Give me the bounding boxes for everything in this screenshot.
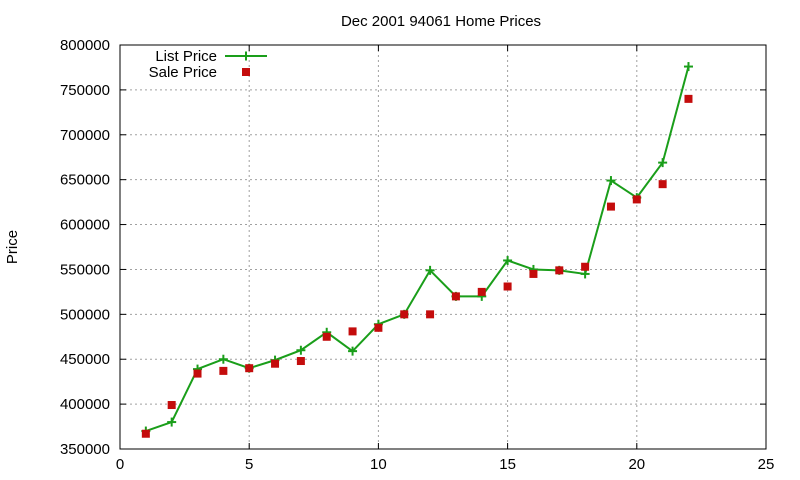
- y-tick-label: 750000: [60, 82, 110, 99]
- x-tick-label: 15: [499, 456, 516, 473]
- list-price-point: [606, 176, 616, 186]
- sale-price-point: [296, 357, 305, 366]
- series-layer: [141, 62, 693, 438]
- axis-ticks: 0 5 10 15 20 25 350000 400000 450000 500000 550000…: [60, 37, 774, 473]
- sale-price-point: [271, 359, 280, 368]
- sale-price-point: [322, 332, 331, 341]
- y-tick-label: 600000: [60, 217, 110, 234]
- sale-price-point: [167, 401, 176, 410]
- y-axis-label: Price: [4, 230, 21, 264]
- sale-price-point: [219, 366, 228, 375]
- plot-frame: [119, 44, 767, 450]
- sale-price-point: [658, 180, 667, 189]
- series-sale-price: [141, 94, 693, 438]
- y-tick-label: 550000: [60, 261, 110, 278]
- list-price-point: [348, 346, 358, 356]
- legend-square-marker: [242, 68, 250, 76]
- series-list-price: [141, 62, 693, 436]
- y-tick-label: 650000: [60, 172, 110, 189]
- sale-price-point: [426, 310, 435, 319]
- list-price-point: [167, 417, 177, 427]
- list-price-point: [658, 158, 668, 168]
- sale-price-point: [245, 364, 254, 373]
- sale-price-point: [606, 202, 615, 211]
- sale-price-point: [529, 269, 538, 278]
- list-price-point: [425, 265, 435, 275]
- list-price-point: [218, 354, 228, 364]
- sale-price-point: [477, 287, 486, 296]
- sale-price-point: [193, 369, 202, 378]
- legend-label: List Price: [155, 48, 217, 65]
- chart-title: Dec 2001 94061 Home Prices: [341, 13, 541, 30]
- list-price-line: [145, 66, 690, 432]
- y-tick-label: 800000: [60, 37, 110, 54]
- y-tick-label: 400000: [60, 396, 110, 413]
- x-tick-label: 10: [370, 456, 387, 473]
- list-price-point: [503, 255, 513, 265]
- list-price-point: [683, 62, 693, 72]
- sale-price-point: [632, 195, 641, 204]
- y-tick-label: 450000: [60, 351, 110, 368]
- list-price-point: [580, 269, 590, 279]
- x-tick-label: 25: [758, 456, 775, 473]
- legend-label: Sale Price: [149, 64, 217, 81]
- y-tick-label: 350000: [60, 441, 110, 458]
- sale-price-point: [400, 310, 409, 319]
- sale-price-point: [555, 266, 564, 275]
- list-price-point: [296, 345, 306, 355]
- x-tick-label: 0: [116, 456, 124, 473]
- y-tick-label: 700000: [60, 127, 110, 144]
- y-tick-label: 500000: [60, 306, 110, 323]
- legend-plus-marker: [241, 51, 251, 61]
- sale-price-point: [581, 262, 590, 271]
- x-tick-label: 20: [628, 456, 645, 473]
- sale-price-point: [348, 327, 357, 336]
- sale-price-point: [684, 94, 693, 103]
- sale-price-point: [503, 282, 512, 291]
- sale-price-point: [141, 429, 150, 438]
- grid-lines: [120, 45, 766, 449]
- x-tick-label: 5: [245, 456, 253, 473]
- sale-price-point: [374, 323, 383, 332]
- sale-price-point: [451, 292, 460, 301]
